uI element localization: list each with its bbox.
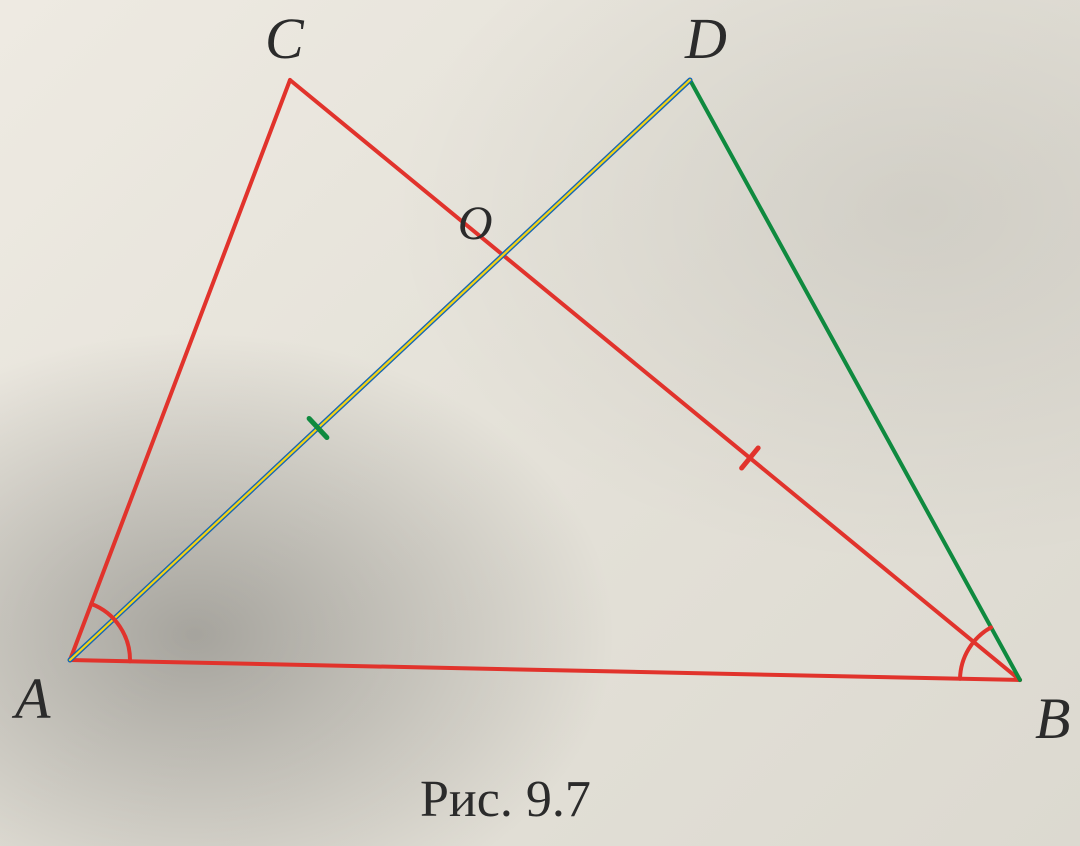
diagram-svg bbox=[0, 0, 1080, 846]
figure-caption: Рис. 9.7 bbox=[420, 774, 591, 826]
label-C: C bbox=[265, 10, 304, 68]
label-D: D bbox=[685, 10, 727, 68]
geometry-figure: A B C D O Рис. 9.7 bbox=[0, 0, 1080, 846]
label-O: O bbox=[458, 200, 493, 248]
label-A: A bbox=[15, 670, 50, 728]
label-B: B bbox=[1035, 690, 1070, 748]
